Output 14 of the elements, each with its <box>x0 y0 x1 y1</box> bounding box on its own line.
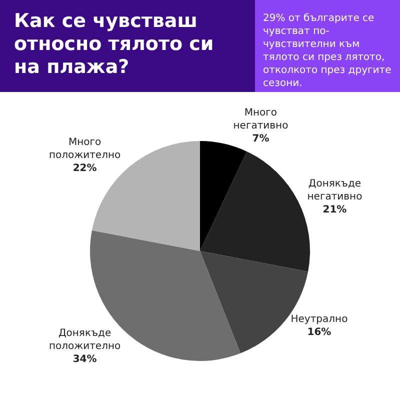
slice-label: Донякъде положително <box>48 328 121 352</box>
data-label: 22% <box>72 162 97 174</box>
slice-label: Неутрално <box>290 314 348 325</box>
data-label: 34% <box>72 354 97 366</box>
slice-label: Донякъде негативно <box>307 178 362 203</box>
slice-label: Много положително <box>48 136 121 161</box>
data-label: 21% <box>322 204 347 216</box>
pie-slice <box>200 141 247 251</box>
slice-label: Много негативно <box>233 108 288 132</box>
chart-subtitle: 29% от българите се чувстват по-чувствителни към тялото си през лятото, отколкото през другите сезони. <box>255 0 400 92</box>
data-label: 16% <box>307 326 332 338</box>
data-label: 7% <box>252 134 270 145</box>
pie-slice <box>200 151 310 272</box>
chart-title: Как се чувстваш относно тялото си на плажа? <box>0 0 255 92</box>
